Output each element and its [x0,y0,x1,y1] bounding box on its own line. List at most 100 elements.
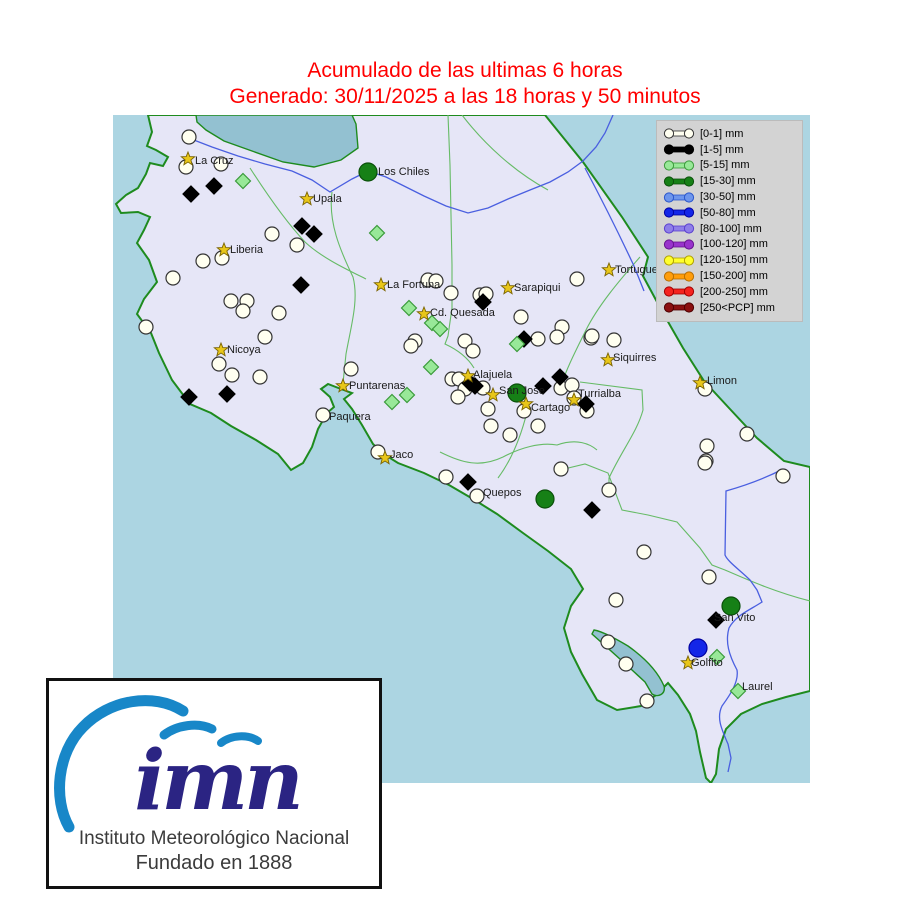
station-marker-5-15 [234,172,252,190]
station-marker-0-1 [403,338,419,354]
station-marker-5-15 [708,648,726,666]
city-star-icon [377,449,393,465]
legend-marker-icon [663,255,695,266]
station-marker-5-15 [508,335,526,353]
station-marker-5-15 [431,320,449,338]
station-marker-0-1 [428,273,444,289]
city-star-icon [216,241,232,257]
title-line-2: Generado: 30/11/2025 a las 18 horas y 50… [229,84,701,108]
city-label: San Vito [714,612,755,624]
station-marker-0-1 [271,305,287,321]
legend-item: [5-15] mm [663,158,798,174]
city-label: Jaco [390,449,413,461]
legend-label: [80-100] mm [700,222,762,235]
city-star-icon [518,395,534,411]
city-label: Turrialba [578,388,622,400]
station-marker-15-30 [721,596,741,616]
station-marker-1-5 [459,473,477,491]
legend-label: [50-80] mm [700,206,756,219]
station-marker-0-1 [564,377,580,393]
station-marker-0-1 [315,407,331,423]
legend-item: [15-30] mm [663,173,798,189]
legend-item: [120-150] mm [663,252,798,268]
city-label: La Cruz [195,155,234,167]
city-label: Paquera [329,411,371,423]
station-marker-1-5 [305,225,323,243]
city-label: Siquirres [613,352,657,364]
city-labels-layer: La Cruz Upala Los Chiles Liberia La Fortuna S… [180,150,773,693]
legend-label: [150-200] mm [700,270,768,283]
city-star-icon [416,305,432,321]
city-star-icon [213,341,229,357]
city-star-icon [566,391,582,407]
station-marker-0-1 [600,634,616,650]
logo-founded-text: Fundado en 1888 [136,852,293,874]
legend-marker-icon [663,128,695,139]
legend-marker-icon [663,160,695,171]
legend-item: [1-5] mm [663,142,798,158]
legend-marker-icon [663,176,695,187]
city-label: Los Chiles [378,166,430,178]
lake-nicaragua-shape [195,114,359,168]
station-marker-0-1 [264,226,280,242]
city-label: Puntarenas [349,380,406,392]
city-star-icon [680,654,696,670]
legend-item: [0-1] mm [663,126,798,142]
station-marker-15-30 [535,489,555,509]
station-marker-0-1 [553,461,569,477]
city-star-icon [180,150,196,166]
station-marker-0-1 [549,329,565,345]
legend-item: [150-200] mm [663,268,798,284]
station-marker-0-1 [343,361,359,377]
city-label: La Fortuna [387,279,441,291]
city-label: San Jose [499,385,545,397]
station-marker-0-1 [701,569,717,585]
city-star-icon [299,190,315,206]
city-label: Golfito [691,657,723,669]
legend-marker-icon [663,270,695,282]
station-marker-0-1 [513,309,529,325]
rivers-and-country-borders [185,114,784,773]
legend-label: [1-5] mm [700,143,744,156]
city-star-icon [460,367,476,383]
legend-item: [100-120] mm [663,237,798,253]
title-line-1: Acumulado de las ultimas 6 horas [307,59,623,82]
city-label: Sarapiqui [514,282,560,294]
station-marker-0-1 [697,455,713,471]
station-marker-5-15 [383,393,401,411]
station-marker-5-15 [368,224,386,242]
station-marker-1-5 [466,377,484,395]
city-star-icon [373,276,389,292]
station-marker-0-1 [213,156,229,172]
station-marker-0-1 [443,285,459,301]
legend-marker-icon [663,302,695,313]
city-label: Cd. Quesada [430,307,496,319]
city-label: Quepos [483,487,522,499]
imn-logo: imn Instituto Meteorológico Nacional Fun… [46,678,382,889]
city-star-icon [600,351,616,367]
station-marker-5-15 [422,358,440,376]
station-marker-1-5 [707,611,725,629]
city-label: Upala [313,193,343,205]
station-marker-0-1 [569,271,585,287]
city-star-icon [335,377,351,393]
city-star-icon [500,279,516,295]
station-marker-0-1 [289,237,305,253]
station-marker-1-5 [551,368,569,386]
station-marker-50-80 [688,638,708,658]
station-marker-0-1 [606,332,622,348]
station-marker-0-1 [530,418,546,434]
station-marker-0-1 [636,544,652,560]
station-marker-0-1 [699,438,715,454]
legend-marker-icon [663,207,695,218]
legend-label: [0-1] mm [700,127,744,140]
legend-item: [30-50] mm [663,189,798,205]
legend-item: [50-80] mm [663,205,798,221]
station-marker-5-15 [400,299,418,317]
city-label: Laurel [742,681,773,693]
station-marker-0-1 [195,253,211,269]
cloud-puff-icon [159,720,217,740]
station-marker-1-5 [205,177,223,195]
station-marker-0-1 [480,401,496,417]
station-marker-0-1 [530,331,546,347]
